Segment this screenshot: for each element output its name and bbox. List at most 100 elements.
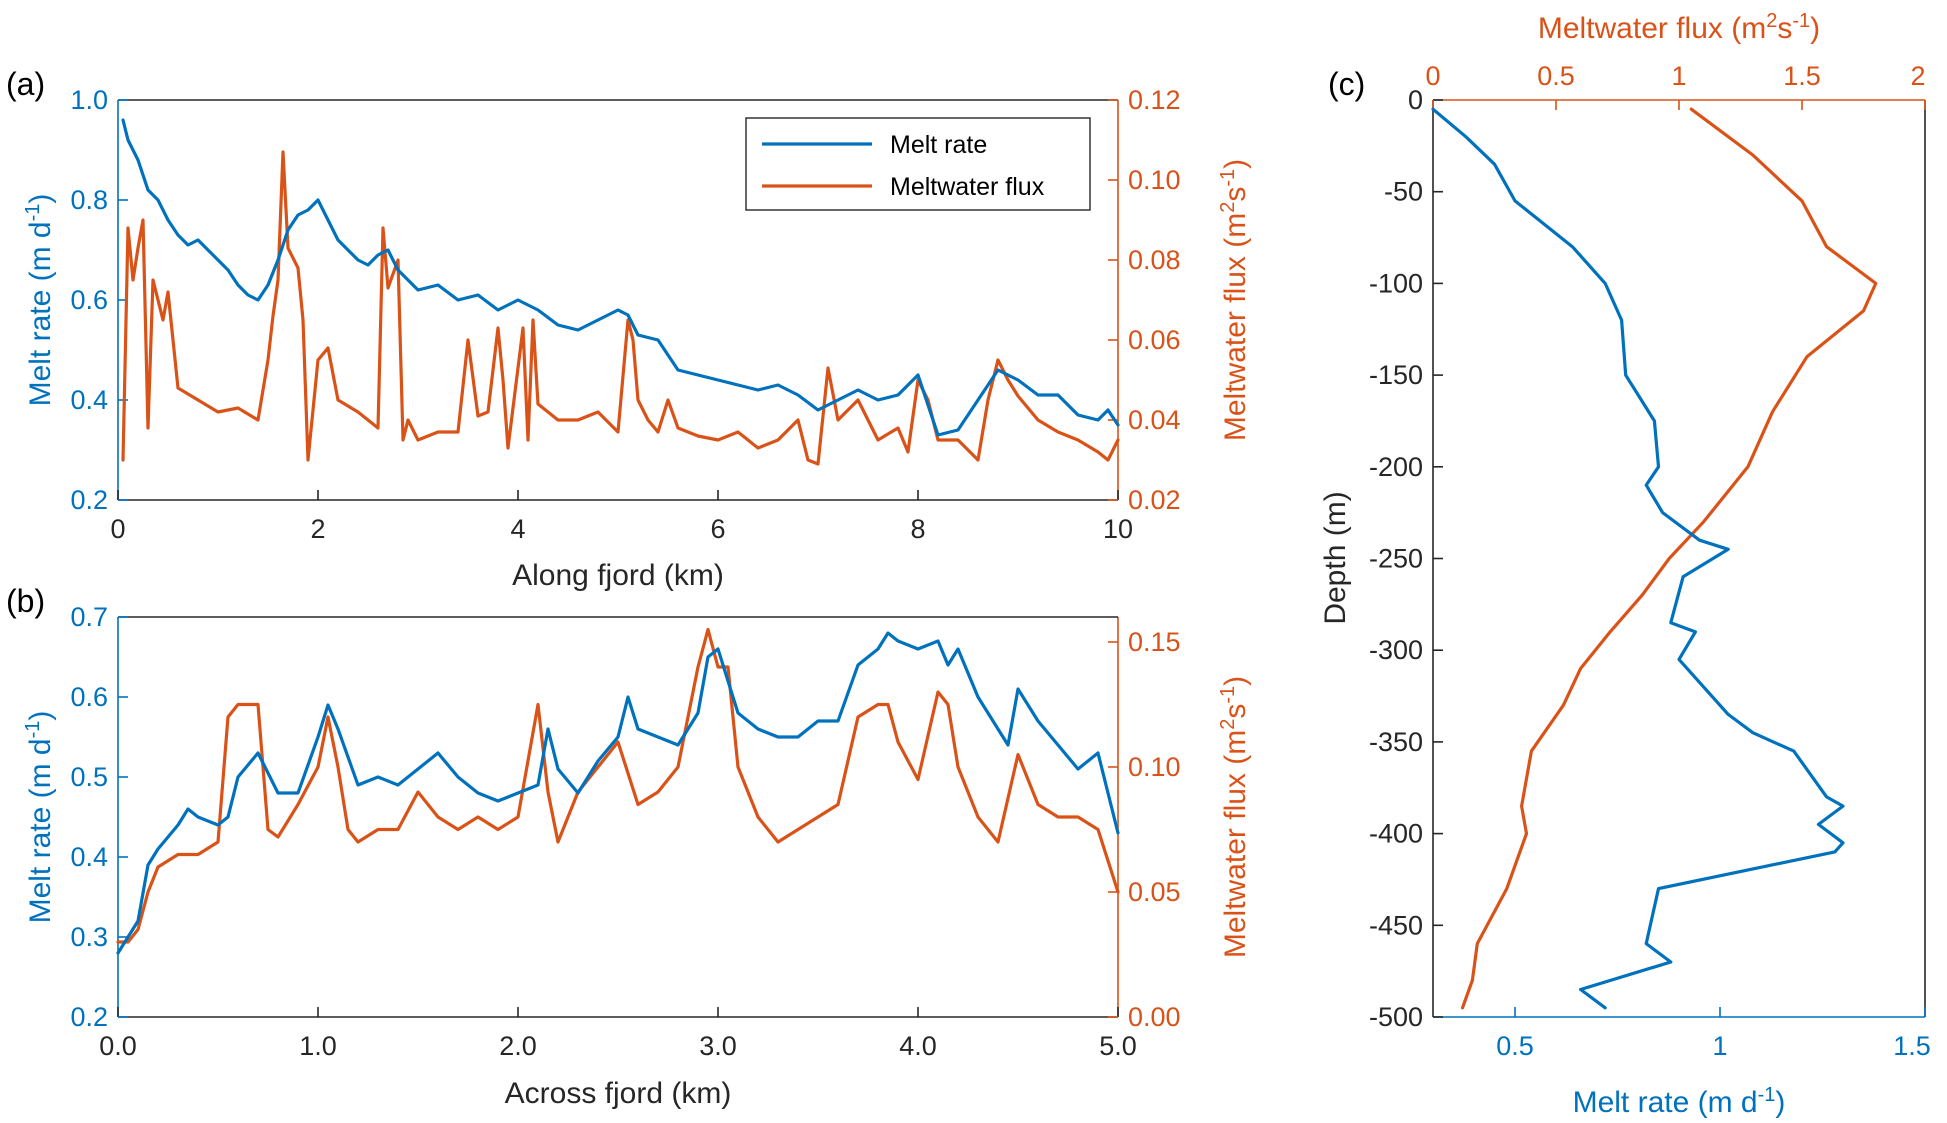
panel-c-y-tick-label: -400 — [1369, 819, 1423, 849]
panel-b-left-axis-label-end: ) — [24, 711, 57, 721]
panel-a-right-tick-label: 0.08 — [1128, 245, 1181, 275]
panel-c-top-axis-label-sup1: 2 — [1766, 10, 1777, 32]
panel-a-label: (a) — [6, 66, 45, 102]
panel-c-y-tick-label: -350 — [1369, 727, 1423, 757]
panel-a-left-tick-label: 0.2 — [70, 485, 108, 515]
panel-c-bottom-axis-label-end: ) — [1775, 1086, 1785, 1119]
panel-c-y-tick-label: -150 — [1369, 360, 1423, 390]
panel-c-top-axis-label: Meltwater flux (m2s-1) — [1538, 10, 1820, 45]
panel-c-top-axis-label-main: Meltwater flux (m — [1538, 12, 1766, 45]
panel-b-right-axis-label-sup2: -1 — [1217, 686, 1239, 704]
panel-b-right-axis-label-end: ) — [1219, 676, 1252, 686]
panel-b-right-axis-label-main: Meltwater flux (m — [1219, 730, 1252, 958]
panel-c-y-tick-label: -50 — [1384, 177, 1423, 207]
panel-c: (c) 0 -50 -100 -150 -200 -250 -300 -350 — [1319, 10, 1931, 1119]
panel-a-right-tick-label: 0.02 — [1128, 485, 1181, 515]
panel-a-legend-meltwater-flux: Meltwater flux — [890, 173, 1045, 201]
panel-b-x-tick-label: 4.0 — [899, 1031, 937, 1061]
panel-b-x-tick-label: 1.0 — [299, 1031, 337, 1061]
panel-b-x-tick-label: 2.0 — [499, 1031, 537, 1061]
panel-c-bottom-ticks: 0.5 1 1.5 — [1496, 1007, 1931, 1061]
panel-b-right-axis-label-sup1: 2 — [1217, 719, 1239, 730]
panel-b-left-tick-label: 0.3 — [70, 922, 108, 952]
panel-c-top-axis-label-end: ) — [1810, 12, 1820, 45]
panel-b-left-tick-label: 0.2 — [70, 1002, 108, 1032]
panel-b-right-tick-label: 0.05 — [1128, 877, 1181, 907]
panel-b-right-axis-label: Meltwater flux (m2s-1) — [1217, 676, 1252, 958]
panel-c-bottom-tick-label: 1.5 — [1893, 1031, 1931, 1061]
panel-a-right-axis-label-sup1: 2 — [1217, 202, 1239, 213]
panel-b-right-axis-label-mid: s — [1219, 704, 1252, 719]
panel-b-right-tick-label: 0.00 — [1128, 1002, 1181, 1032]
panel-b-label: (b) — [6, 583, 45, 619]
panel-c-top-tick-label: 1 — [1671, 61, 1686, 91]
panel-a-right-axis-label-sup2: -1 — [1217, 169, 1239, 187]
panel-c-y-tick-label: -500 — [1369, 1002, 1423, 1032]
panel-b-x-tick-label: 0.0 — [99, 1031, 137, 1061]
panel-a-legend-box — [745, 117, 1091, 211]
panel-a-legend-melt-rate: Melt rate — [890, 131, 987, 159]
panel-b-right-tick-label: 0.10 — [1128, 752, 1181, 782]
panel-a-left-tick-label: 0.8 — [70, 185, 108, 215]
panel-a-left-axis-label-main: Melt rate (m d — [24, 221, 57, 406]
panel-c-bottom-axis-label-sup: -1 — [1758, 1084, 1776, 1106]
panel-a-left-axis-label-sup: -1 — [22, 204, 44, 222]
panel-b-left-tick-label: 0.4 — [70, 842, 108, 872]
panel-a-x-tick-label: 8 — [910, 514, 925, 544]
panel-b-left-ticks: 0.2 0.3 0.4 0.5 0.6 0.7 — [70, 602, 128, 1032]
panel-b-x-tick-label: 3.0 — [699, 1031, 737, 1061]
panel-a-x-ticks: 0 2 4 6 8 10 — [110, 490, 1133, 544]
panel-b-left-tick-label: 0.7 — [70, 602, 108, 632]
panel-a-x-axis-label: Along fjord (km) — [512, 559, 724, 592]
panel-c-top-tick-label: 1.5 — [1783, 61, 1821, 91]
panel-c-y-tick-label: -100 — [1369, 268, 1423, 298]
panel-c-y-tick-label: -300 — [1369, 635, 1423, 665]
panel-b-right-tick-label: 0.15 — [1128, 627, 1181, 657]
panel-b: (b) 0.0 1.0 2.0 3.0 4.0 5.0 0.2 — [6, 583, 1252, 1110]
panel-a-right-axis-label: Meltwater flux (m2s-1) — [1217, 159, 1252, 441]
panel-a-right-axis-label-mid: s — [1219, 187, 1252, 202]
panel-c-top-axis-label-mid: s — [1777, 12, 1792, 45]
panel-c-top-tick-label: 0.5 — [1537, 61, 1575, 91]
panel-c-y-ticks: 0 -50 -100 -150 -200 -250 -300 -350 -400… — [1369, 85, 1443, 1032]
panel-c-y-tick-label: -250 — [1369, 544, 1423, 574]
panel-c-y-tick-label: -200 — [1369, 452, 1423, 482]
panel-c-y-tick-label: -450 — [1369, 910, 1423, 940]
panel-b-x-tick-label: 5.0 — [1099, 1031, 1137, 1061]
panel-c-y-axis-label: Depth (m) — [1319, 491, 1352, 624]
panel-a-right-tick-label: 0.12 — [1128, 85, 1181, 115]
panel-c-y-tick-label: 0 — [1408, 85, 1423, 115]
panel-a-x-tick-label: 6 — [710, 514, 725, 544]
panel-c-top-axis-label-sup2: -1 — [1792, 10, 1810, 32]
panel-b-left-tick-label: 0.6 — [70, 682, 108, 712]
panel-c-top-ticks: 0 0.5 1 1.5 2 — [1425, 61, 1926, 110]
panel-b-right-ticks: 0.00 0.05 0.10 0.15 — [1108, 627, 1181, 1032]
panel-a-x-tick-label: 10 — [1103, 514, 1133, 544]
panel-b-x-ticks: 0.0 1.0 2.0 3.0 4.0 5.0 — [99, 1007, 1137, 1061]
panel-a-meltwater-flux-line — [121, 150, 1120, 466]
panel-c-bottom-axis-label: Melt rate (m d-1) — [1573, 1084, 1786, 1119]
panel-b-left-axis-label: Melt rate (m d-1) — [22, 711, 57, 924]
panel-a-left-axis-label: Melt rate (m d-1) — [22, 194, 57, 407]
panel-a-right-axis-label-end: ) — [1219, 159, 1252, 169]
panel-b-x-axis-label: Across fjord (km) — [505, 1077, 732, 1110]
panel-c-meltwater-flux-line — [1460, 107, 1878, 1010]
panel-a-right-axis-label-main: Meltwater flux (m — [1219, 213, 1252, 441]
panel-a-right-tick-label: 0.06 — [1128, 325, 1181, 355]
panel-a-left-ticks: 0.2 0.4 0.6 0.8 1.0 — [70, 85, 128, 515]
panel-c-top-tick-label: 2 — [1910, 61, 1925, 91]
panel-c-label: (c) — [1328, 66, 1365, 102]
panel-c-melt-rate-line — [1431, 107, 1845, 1010]
panel-a-left-axis-label-end: ) — [24, 194, 57, 204]
panel-c-bottom-tick-label: 1 — [1712, 1031, 1727, 1061]
panel-a-x-tick-label: 4 — [510, 514, 525, 544]
panel-a-x-tick-label: 2 — [310, 514, 325, 544]
panel-a-left-tick-label: 0.4 — [70, 385, 108, 415]
panel-c-bottom-axis-label-main: Melt rate (m d — [1573, 1086, 1758, 1119]
panel-a-x-tick-label: 0 — [110, 514, 125, 544]
panel-a-melt-rate-line — [121, 118, 1120, 437]
panel-c-bottom-tick-label: 0.5 — [1496, 1031, 1534, 1061]
panel-a-legend: Melt rate Meltwater flux — [745, 117, 1091, 211]
panel-a-right-tick-label: 0.10 — [1128, 165, 1181, 195]
